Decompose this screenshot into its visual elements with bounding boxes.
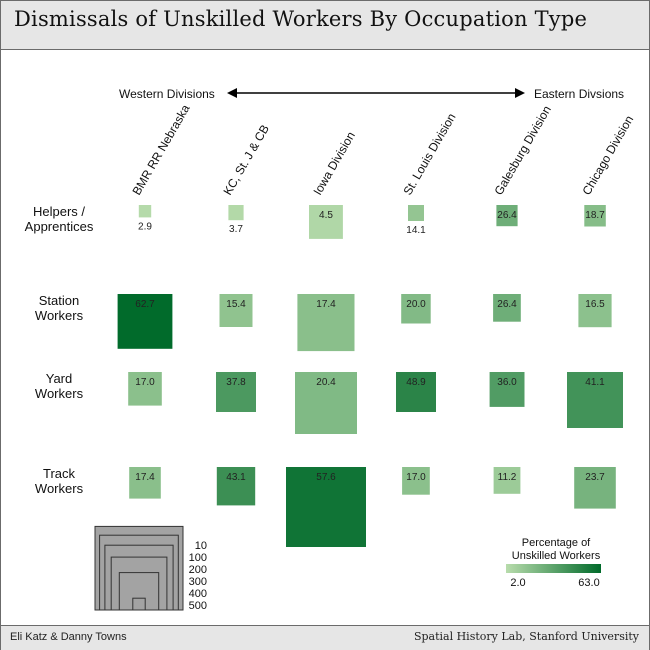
column-label: Galesburg Division: [491, 103, 553, 197]
cell-value-label: 26.4: [497, 299, 517, 310]
color-legend: Percentage of Unskilled Workers 2.0 63.0: [506, 537, 601, 589]
cell-value-label: 16.5: [585, 299, 605, 310]
row-label: Apprentices: [25, 219, 94, 234]
heatmap-cell: [402, 467, 430, 495]
cell-value-label: 23.7: [585, 472, 605, 483]
cell-value-label: 2.9: [138, 221, 152, 232]
heatmap-cell: [295, 372, 357, 434]
institution-credit: Spatial History Lab, Stanford University: [413, 630, 639, 643]
column-label: St. Louis Division: [400, 111, 458, 198]
cell-value-label: 20.0: [406, 299, 426, 310]
heatmap-cell: [219, 294, 253, 327]
eastern-divisions-label: Eastern Divsions: [534, 87, 624, 101]
heatmap-cell: [129, 467, 161, 499]
color-legend-min-label: 2.0: [510, 577, 525, 589]
cell-value-label: 15.4: [226, 299, 246, 310]
column-label: BMR RR Nebraska: [129, 102, 192, 198]
column-label: Chicago Division: [579, 113, 636, 197]
size-legend-label: 10: [195, 540, 207, 552]
cell-value-label: 17.0: [135, 377, 155, 388]
row-label: Workers: [35, 481, 84, 496]
heatmap-cell: [216, 372, 256, 412]
heatmap-cell: [493, 467, 521, 494]
row-label: Workers: [35, 308, 84, 323]
size-legend-label: 100: [189, 552, 207, 564]
cell-value-label: 17.4: [135, 472, 155, 483]
heatmap-cell: [286, 467, 366, 547]
color-legend-title-line-2: Unskilled Workers: [512, 550, 601, 562]
heatmap-cell: [401, 294, 431, 324]
cell-value-label: 14.1: [406, 225, 426, 236]
heatmap-cell: [117, 294, 173, 349]
cell-value-label: 3.7: [229, 224, 243, 235]
author-credit: Eli Katz & Danny Towns: [10, 631, 127, 643]
heatmap-cell: [396, 372, 436, 412]
cell-value-label: 48.9: [406, 377, 426, 388]
cell-value-label: 18.7: [585, 210, 605, 221]
western-divisions-label: Western Divisions: [119, 87, 215, 101]
row-label: Track: [43, 466, 76, 481]
cell-value-label: 17.4: [316, 299, 336, 310]
row-label: Yard: [46, 371, 73, 386]
row-label: Workers: [35, 386, 84, 401]
cell-value-label: 41.1: [585, 377, 605, 388]
cell-value-label: 11.2: [498, 472, 517, 483]
heatmap-cell: [128, 372, 162, 406]
heatmap-cell: [578, 294, 612, 328]
row-labels: Helpers /ApprenticesStationWorkersYardWo…: [25, 204, 94, 496]
size-legend-label: 400: [189, 588, 207, 600]
heatmap-cell: [408, 205, 424, 221]
heatmap-cell: [216, 467, 256, 506]
division-direction-indicator: Western Divisions Eastern Divsions: [119, 87, 624, 101]
arrow-head-east-icon: [515, 88, 525, 98]
cell-value-label: 37.8: [226, 377, 246, 388]
size-legend-label: 300: [189, 576, 207, 588]
row-label: Station: [39, 293, 79, 308]
size-legend-label: 200: [189, 564, 207, 576]
color-legend-title-line-1: Percentage of: [522, 537, 591, 549]
column-label: KC, St. J & CB: [220, 122, 271, 197]
cell-value-label: 4.5: [319, 210, 333, 221]
cell-value-label: 20.4: [316, 377, 336, 388]
cell-value-label: 43.1: [226, 472, 246, 483]
cell-value-label: 26.4: [497, 210, 517, 221]
cell-value-label: 17.0: [406, 472, 426, 483]
cell-value-label: 62.7: [135, 299, 155, 310]
chart-title: Dismissals of Unskilled Workers By Occup…: [14, 7, 588, 31]
heatmap-cells: 2.9 3.7 4.5 14.1 26.4 18.7 62.7 15.4 17.4 20.0 26.…: [117, 205, 623, 547]
heatmap-cell: [297, 294, 355, 352]
heatmap-cell: [574, 467, 616, 509]
color-legend-max-label: 63.0: [578, 577, 599, 589]
heatmap-cell: [493, 294, 521, 322]
heatmap-cell: [567, 372, 623, 428]
chart-canvas: Western Divisions Eastern Divsions BMR R…: [25, 87, 637, 612]
heatmap-cell: [309, 205, 343, 239]
heatmap-cell: [228, 205, 244, 221]
arrow-head-west-icon: [227, 88, 237, 98]
column-label: Iowa Division: [310, 129, 357, 197]
cell-value-label: 57.6: [316, 472, 336, 483]
size-legend-label: 500: [189, 600, 207, 612]
cell-value-label: 36.0: [497, 377, 517, 388]
heatmap-cell: [138, 205, 152, 218]
size-legend-square: [132, 597, 146, 611]
column-labels: BMR RR Nebraska KC, St. J & CB Iowa Divisi…: [129, 102, 636, 198]
heatmap-cell: [584, 205, 606, 227]
row-label: Helpers /: [33, 204, 85, 219]
color-gradient-bar: [506, 564, 601, 573]
footer-bar: Eli Katz & Danny Towns Spatial History L…: [1, 625, 649, 650]
heatmap-cell: [496, 205, 518, 227]
heatmap-cell: [489, 372, 525, 407]
title-bar: Dismissals of Unskilled Workers By Occup…: [1, 1, 649, 50]
